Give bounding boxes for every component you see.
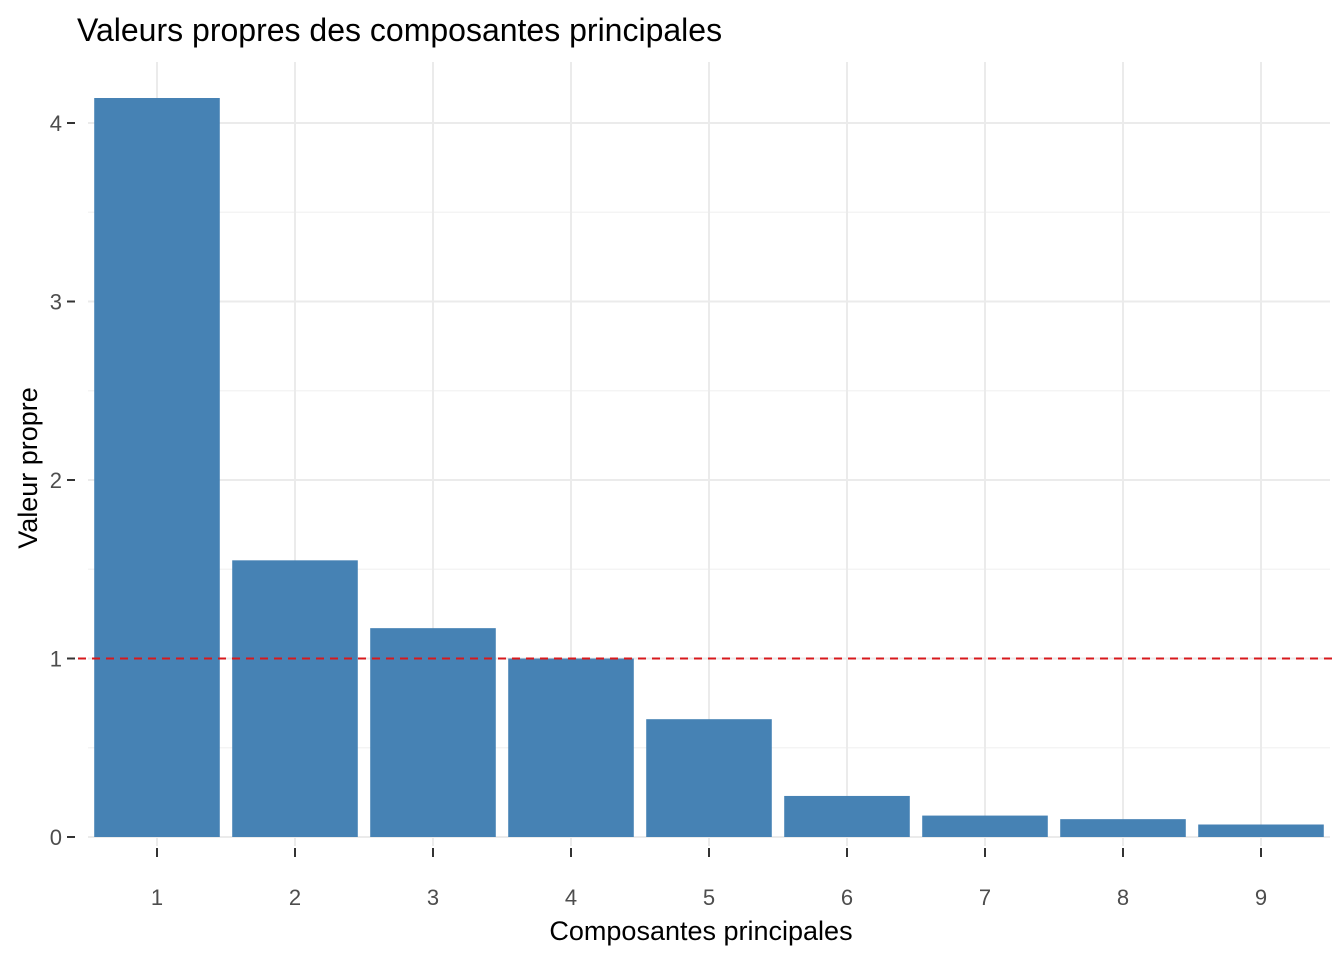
bar-8 <box>1060 819 1186 837</box>
x-tick-label: 1 <box>151 885 163 910</box>
bar-4 <box>508 658 634 837</box>
bar-2 <box>232 560 358 837</box>
bar-5 <box>646 719 772 837</box>
bar-9 <box>1198 824 1324 837</box>
x-tick-label: 8 <box>1117 885 1129 910</box>
bar-7 <box>922 815 1048 837</box>
x-tick-label: 2 <box>289 885 301 910</box>
x-tick-label: 7 <box>979 885 991 910</box>
x-axis: 1 2 3 4 5 6 7 8 9 <box>151 848 1267 910</box>
y-tick-label: 4 <box>50 111 62 136</box>
y-tick-label: 1 <box>50 647 62 672</box>
chart-title: Valeurs propres des composantes principa… <box>77 12 722 48</box>
x-tick-label: 3 <box>427 885 439 910</box>
y-tick-label: 3 <box>50 290 62 315</box>
bar-3 <box>370 628 496 837</box>
bar-6 <box>784 795 910 837</box>
x-tick-label: 6 <box>841 885 853 910</box>
y-axis-title: Valeur propre <box>13 387 43 549</box>
x-tick-label: 9 <box>1255 885 1267 910</box>
bars-group <box>94 98 1324 837</box>
x-tick-label: 5 <box>703 885 715 910</box>
y-tick-label: 0 <box>50 825 62 850</box>
x-tick-label: 4 <box>565 885 577 910</box>
y-axis: 0 1 2 3 4 <box>50 111 75 850</box>
y-tick-label: 2 <box>50 468 62 493</box>
bar-1 <box>94 98 220 837</box>
x-axis-title: Composantes principales <box>549 916 852 946</box>
